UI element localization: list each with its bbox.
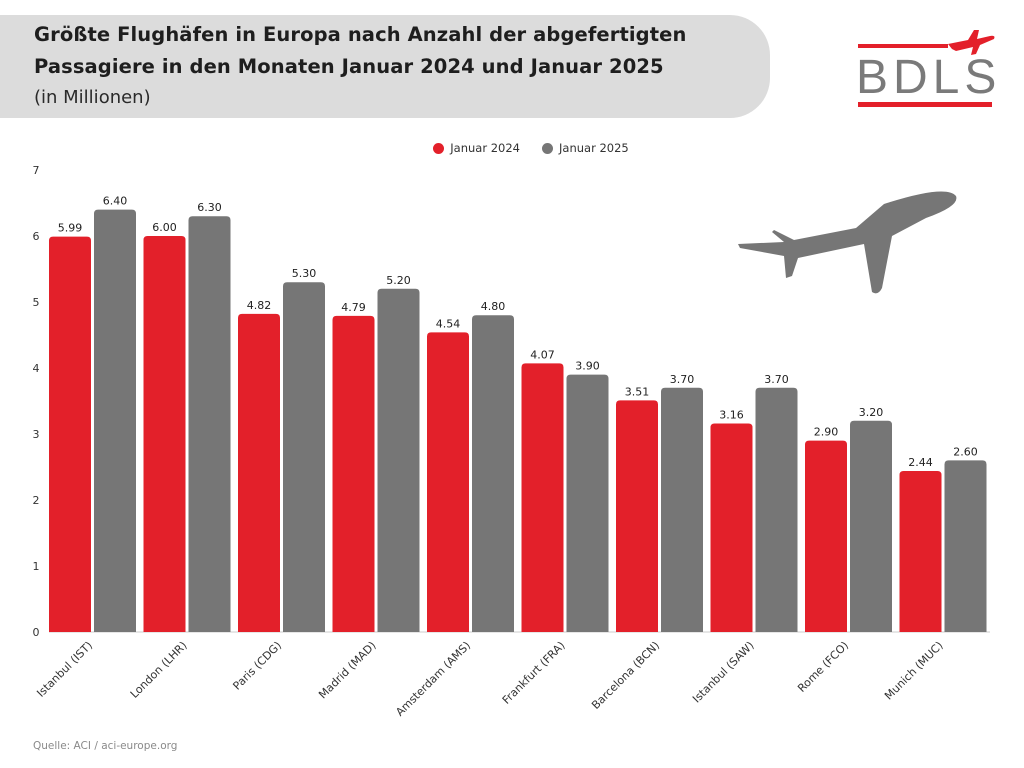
legend-item-2025: Januar 2025 — [542, 140, 629, 156]
airplane-icon — [858, 30, 995, 107]
bar-2024 — [521, 363, 564, 632]
data-label: 5.30 — [292, 267, 317, 280]
y-tick-label: 1 — [33, 560, 40, 573]
bar-2024 — [143, 236, 186, 632]
data-label: 2.90 — [814, 426, 839, 439]
data-label: 3.70 — [764, 373, 789, 386]
bar-2025 — [472, 315, 514, 632]
bar-2025 — [661, 387, 703, 632]
legend-swatch-2025 — [542, 142, 553, 154]
data-label: 6.00 — [152, 221, 177, 234]
y-tick-label: 3 — [33, 428, 40, 441]
x-tick-label: Munich (MUC) — [882, 639, 946, 703]
x-tick-label: Madrid (MAD) — [316, 639, 378, 701]
legend-item-2024: Januar 2024 — [395, 140, 520, 156]
chart-title-line-2: Passagiere in den Monaten Januar 2024 un… — [34, 55, 664, 78]
y-tick-label: 5 — [33, 296, 40, 309]
data-label: 3.90 — [575, 360, 600, 373]
data-label: 3.16 — [719, 408, 744, 421]
data-label: 5.20 — [386, 274, 411, 287]
data-label: 4.80 — [481, 300, 506, 313]
bar-2025 — [755, 387, 798, 632]
y-tick-label: 4 — [33, 362, 40, 375]
data-label: 3.70 — [670, 373, 695, 386]
bar-2024 — [710, 423, 753, 632]
airplane-icon — [738, 191, 957, 294]
bar-2024 — [899, 470, 942, 632]
x-tick-label: Rome (FCO) — [795, 639, 851, 695]
bar-2024 — [49, 236, 91, 632]
y-tick-label: 6 — [33, 230, 40, 243]
x-tick-label: Istanbul (IST) — [34, 639, 95, 700]
bar-2025 — [377, 288, 420, 632]
bar-2025 — [566, 374, 609, 632]
title-banner — [0, 15, 770, 118]
y-tick-label: 0 — [33, 626, 40, 639]
x-tick-label: Frankfurt (FRA) — [500, 639, 568, 707]
y-tick-label: 2 — [33, 494, 40, 507]
data-label: 2.60 — [953, 445, 978, 458]
bar-2024 — [616, 400, 658, 632]
x-tick-label: Paris (CDG) — [230, 639, 284, 693]
x-tick-label: Amsterdam (AMS) — [393, 639, 473, 719]
bar-2024 — [427, 332, 469, 632]
data-label: 6.30 — [197, 201, 222, 214]
bar-2025 — [944, 460, 987, 632]
logo-text: BDLS — [856, 51, 1002, 104]
data-label: 4.79 — [341, 301, 366, 314]
x-tick-label: London (LHR) — [128, 639, 190, 701]
data-label: 3.20 — [859, 406, 884, 419]
data-label: 6.40 — [103, 195, 128, 208]
bar-2025 — [283, 282, 325, 632]
data-label: 3.51 — [625, 385, 650, 398]
data-label: 2.44 — [908, 456, 933, 469]
data-label: 5.99 — [58, 222, 83, 235]
bar-2025 — [188, 216, 231, 632]
x-tick-label: Barcelona (BCN) — [589, 639, 662, 712]
data-label: 4.07 — [530, 348, 555, 361]
chart-legend: Januar 2024 Januar 2025 — [0, 140, 1024, 156]
x-tick-label: Istanbul (SAW) — [690, 639, 757, 706]
chart-title-line-1: Größte Flughäfen in Europa nach Anzahl d… — [34, 23, 687, 46]
legend-label-2025: Januar 2025 — [559, 141, 629, 155]
bdls-logo: BDLS — [856, 18, 996, 110]
y-tick-label: 7 — [33, 164, 40, 177]
bar-2025 — [850, 420, 892, 632]
data-label: 4.54 — [436, 317, 461, 330]
bar-2024 — [238, 313, 280, 632]
chart-subtitle: (in Millionen) — [34, 87, 151, 108]
legend-label-2024: Januar 2024 — [450, 141, 520, 155]
bar-2025 — [94, 209, 136, 632]
data-label: 4.82 — [247, 299, 272, 312]
legend-swatch-2024 — [433, 142, 445, 154]
source-note: Quelle: ACI / aci-europe.org — [33, 740, 178, 752]
bar-2024 — [805, 440, 847, 632]
bar-2024 — [332, 315, 375, 632]
